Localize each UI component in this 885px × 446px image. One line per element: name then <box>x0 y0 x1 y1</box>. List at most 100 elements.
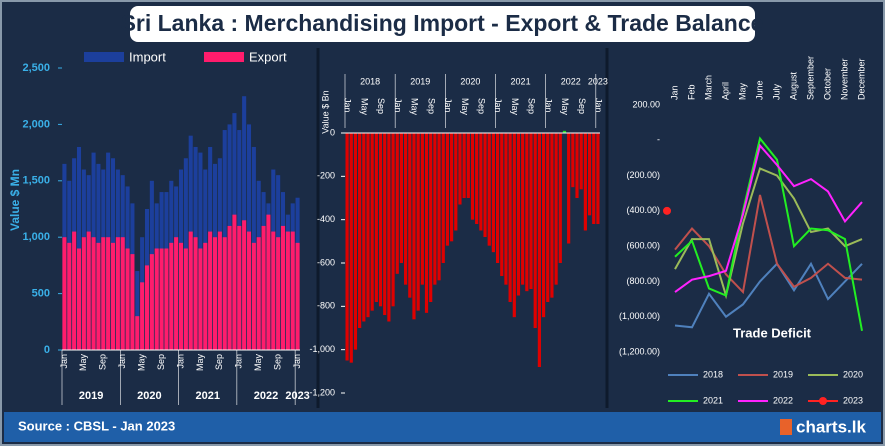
line <box>674 261 863 329</box>
legend-label: 2019 <box>773 369 793 379</box>
x-tick-label: Sep <box>376 98 386 114</box>
bar <box>183 248 188 350</box>
bar <box>504 133 508 285</box>
bar <box>495 133 500 263</box>
x-tick-label: November <box>839 58 849 100</box>
bar <box>466 133 470 198</box>
y-tick-label: (200.00) <box>626 170 660 180</box>
y-tick-label: - <box>657 135 660 145</box>
bar <box>550 133 554 298</box>
bar <box>212 237 218 350</box>
y-tick-label: 1,500 <box>22 175 50 187</box>
x-tick-label: Sep <box>273 354 283 370</box>
bar <box>140 282 145 350</box>
x-tick-label: September <box>805 56 815 100</box>
x-tick-label: Jan <box>443 98 453 113</box>
x-tick-label: Jan <box>292 354 302 369</box>
logo-icon <box>780 419 792 435</box>
bar <box>450 133 454 242</box>
bar <box>280 225 286 350</box>
year-label: 2019 <box>79 390 103 402</box>
bar <box>383 133 387 315</box>
y-tick-label: -200 <box>317 171 335 181</box>
bar <box>516 133 521 296</box>
x-tick-label: Jan <box>117 354 127 369</box>
x-tick-label: Jan <box>343 98 353 113</box>
x-tick-label: April <box>720 82 730 100</box>
x-tick-label: Jan <box>669 85 679 100</box>
bar <box>174 237 179 350</box>
bar <box>271 231 276 350</box>
x-tick-label: Jan <box>59 354 69 369</box>
bar <box>164 248 169 350</box>
bar <box>583 133 587 231</box>
bar <box>508 133 512 302</box>
title: Sri Lanka : Merchandising Import - Expor… <box>121 10 764 36</box>
bar <box>135 316 140 350</box>
y-axis-title: Value $ Mn <box>8 169 22 231</box>
bar <box>404 133 408 285</box>
x-tick-label: Jan <box>543 98 553 113</box>
x-tick-label: Jan <box>393 98 403 113</box>
bar <box>242 220 247 350</box>
bar <box>349 133 353 363</box>
bar <box>374 133 378 302</box>
brand: charts.lk <box>796 417 866 436</box>
bar <box>587 133 592 216</box>
x-tick-label: March <box>703 75 713 100</box>
year-label: 2020 <box>137 390 161 402</box>
year-label: 2019 <box>410 76 430 86</box>
year-label: 2023 <box>285 390 309 402</box>
y-tick-label: (1,200.00) <box>619 346 660 356</box>
x-tick-label: Jan <box>493 98 503 113</box>
bar <box>232 214 237 350</box>
bar <box>193 237 198 350</box>
bar <box>370 133 374 311</box>
bar <box>525 133 529 292</box>
bar <box>437 133 441 281</box>
y-tick-label: (600.00) <box>626 241 660 251</box>
bar <box>441 133 445 263</box>
bar <box>487 133 491 246</box>
year-label: 2018 <box>360 76 380 86</box>
bar <box>596 133 600 224</box>
bar <box>144 265 150 350</box>
bar <box>546 133 550 302</box>
legend-marker <box>819 397 827 405</box>
legend-label: 2023 <box>843 395 863 405</box>
bar <box>188 231 193 350</box>
legend-swatch <box>84 52 124 62</box>
y-tick-label: 2,500 <box>22 62 50 74</box>
bar <box>295 242 300 350</box>
bar <box>227 225 232 350</box>
bar <box>541 133 546 318</box>
y-tick-label: -800 <box>317 301 335 311</box>
legend-label: 2021 <box>703 395 723 405</box>
line <box>674 194 863 295</box>
bar <box>276 237 281 350</box>
bar <box>81 237 86 350</box>
y-tick-label: -1,000 <box>309 344 335 354</box>
bar <box>575 133 579 198</box>
x-tick-label: Sep <box>156 354 166 370</box>
line <box>674 136 863 332</box>
title-box <box>130 6 755 42</box>
bar <box>237 225 242 350</box>
bar <box>115 237 120 350</box>
bar <box>412 133 416 320</box>
legend-label: 2020 <box>843 369 863 379</box>
bar <box>483 133 487 237</box>
footer-bar <box>4 412 881 442</box>
bar <box>475 133 479 224</box>
bar <box>470 133 475 220</box>
bar <box>217 231 222 350</box>
bar <box>592 133 596 224</box>
legend-label: 2022 <box>773 395 793 405</box>
bar <box>169 242 174 350</box>
y-axis-title: Value $ Bn <box>320 90 330 133</box>
y-tick-label: 2,000 <box>22 118 50 130</box>
bar <box>378 133 383 307</box>
x-tick-label: August <box>788 71 798 100</box>
bar <box>429 133 433 302</box>
annotation: Trade Deficit <box>733 325 812 340</box>
